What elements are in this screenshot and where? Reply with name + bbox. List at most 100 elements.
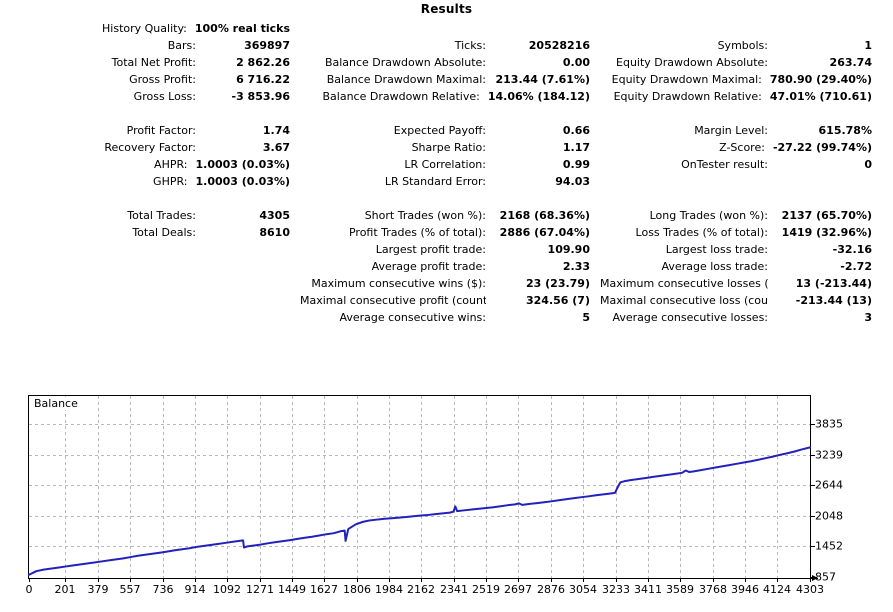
stat-label: Ticks:: [454, 39, 486, 52]
stat-item: Total Trades: 4305: [0, 207, 300, 224]
stat-value: 100% real ticks: [194, 22, 290, 35]
stat-label: Bars:: [167, 39, 196, 52]
stat-item: Profit Factor: 1.74: [0, 122, 300, 139]
x-axis-tick-mark: [745, 578, 746, 582]
stat-value: 2886 (67.04%): [499, 226, 590, 239]
stat-item-empty: [0, 275, 300, 292]
stat-row: Bars: 369897 Ticks: 20528216 Symbols: 1: [0, 37, 893, 54]
stat-label: Symbols:: [717, 39, 768, 52]
stat-value: 23 (23.79): [526, 277, 590, 290]
stat-item: Equity Drawdown Relative: 47.01% (710.61): [600, 88, 893, 105]
x-axis-tick-mark: [583, 578, 584, 582]
chart-x-axis: 0 201 379 557 736 914 1092 1271 1449 1627 1806 1984…: [25, 575, 824, 608]
stat-label: Average consecutive losses:: [612, 311, 768, 324]
stat-value: -27.22 (99.74%): [772, 141, 872, 154]
chart-legend-label: Balance: [32, 397, 80, 410]
x-axis-tick-mark: [454, 578, 455, 582]
x-axis-tick-label: 4303: [796, 583, 824, 596]
stat-label: Margin Level:: [694, 124, 768, 137]
stat-label: Average loss trade:: [661, 260, 768, 273]
stat-label: Maximum consecutive wins ($):: [311, 277, 486, 290]
stat-label: Profit Factor:: [126, 124, 196, 137]
stat-row: Gross Loss: -3 853.96 Balance Drawdown Rel…: [0, 88, 893, 105]
y-axis-tick-mark: [810, 424, 815, 425]
stat-row: Total Net Profit: 2 862.26 Balance Drawdow…: [0, 54, 893, 71]
stat-item: Margin Level: 615.78%: [600, 122, 893, 139]
stat-value: 213.44 (7.61%): [495, 73, 591, 86]
balance-chart[interactable]: Balance: [28, 395, 811, 579]
stat-value: 1419 (32.96%): [781, 226, 872, 239]
stat-value: 615.78%: [818, 124, 872, 137]
stat-label: GHPR:: [153, 175, 188, 188]
stat-value: 263.74: [829, 56, 872, 69]
x-axis-tick-mark: [518, 578, 519, 582]
stat-row: Total Trades: 4305 Short Trades (won %): 21…: [0, 207, 893, 224]
stat-item: Sharpe Ratio: 1.17: [300, 139, 600, 156]
stat-label: Expected Payoff:: [393, 124, 486, 137]
stat-item: GHPR: 1.0003 (0.03%): [0, 173, 300, 190]
x-axis-tick-label: 1806: [343, 583, 371, 596]
stat-item: Largest loss trade: -32.16: [600, 241, 893, 258]
stat-value: 13 (-213.44): [795, 277, 872, 290]
x-axis-tick-mark: [163, 578, 164, 582]
stat-label: Equity Drawdown Maximal:: [611, 73, 762, 86]
stat-value: 2.33: [562, 260, 590, 273]
stat-block: Total Trades: 4305 Short Trades (won %): 21…: [0, 207, 893, 326]
x-axis-tick-mark: [486, 578, 487, 582]
x-axis-tick-label: 2876: [537, 583, 565, 596]
stat-value: 1: [864, 39, 872, 52]
stat-label: Balance Drawdown Absolute:: [324, 56, 486, 69]
stat-block-spacer: [0, 190, 893, 207]
stat-item-empty: [300, 20, 600, 37]
stat-item-empty: [0, 292, 300, 309]
stat-block: Profit Factor: 1.74 Expected Payoff: 0.66 Ma…: [0, 122, 893, 190]
stat-item: Profit Trades (% of total): 2886 (67.04%): [300, 224, 600, 241]
stat-item-empty: [0, 258, 300, 275]
stat-item: Equity Drawdown Absolute: 263.74: [600, 54, 893, 71]
stat-value: 324.56 (7): [526, 294, 590, 307]
stat-row: Total Deals: 8610 Profit Trades (% of tota…: [0, 224, 893, 241]
stat-item: Balance Drawdown Maximal: 213.44 (7.61%): [300, 71, 600, 88]
stat-item: Long Trades (won %): 2137 (65.70%): [600, 207, 893, 224]
x-axis-tick-mark: [551, 578, 552, 582]
stat-item: Symbols: 1: [600, 37, 893, 54]
stat-value: 1.17: [562, 141, 590, 154]
stat-item: Expected Payoff: 0.66: [300, 122, 600, 139]
stat-item: Recovery Factor: 3.67: [0, 139, 300, 156]
stat-label: LR Standard Error:: [384, 175, 486, 188]
stat-value: 14.06% (184.12): [487, 90, 590, 103]
x-axis-tick-mark: [680, 578, 681, 582]
x-axis-tick-mark: [195, 578, 196, 582]
x-axis-tick-label: 1627: [310, 583, 338, 596]
stat-block: History Quality: 100% real ticks Bars: 3698…: [0, 20, 893, 105]
x-axis-tick-label: 0: [25, 583, 33, 596]
stat-label: Maximal consecutive profit (count):: [300, 294, 486, 307]
stat-item-empty: [0, 241, 300, 258]
stat-item: Maximal consecutive profit (count): 324.5…: [300, 292, 600, 309]
stat-row: Maximum consecutive wins ($): 23 (23.79) M…: [0, 275, 893, 292]
x-axis-tick-mark: [648, 578, 649, 582]
stat-label: Recovery Factor:: [104, 141, 196, 154]
stat-item: OnTester result: 0: [600, 156, 893, 173]
stat-item: Ticks: 20528216: [300, 37, 600, 54]
x-axis-tick-label: 1092: [213, 583, 241, 596]
x-axis-tick-label: 3054: [569, 583, 597, 596]
stat-item: Bars: 369897: [0, 37, 300, 54]
x-axis-tick-mark: [713, 578, 714, 582]
x-axis-tick-mark: [357, 578, 358, 582]
stat-value: 0.99: [562, 158, 590, 171]
x-axis-tick-label: 4124: [763, 583, 791, 596]
stat-item: History Quality: 100% real ticks: [0, 20, 300, 37]
stat-item: Balance Drawdown Absolute: 0.00: [300, 54, 600, 71]
y-axis-tick-mark: [810, 485, 815, 487]
stat-value: 1.0003 (0.03%): [195, 158, 291, 171]
stat-label: Gross Profit:: [129, 73, 196, 86]
x-axis-tick-label: 914: [184, 583, 206, 596]
stat-label: Balance Drawdown Relative:: [322, 90, 480, 103]
stat-item: LR Standard Error: 94.03: [300, 173, 600, 190]
x-axis-arrow-icon: [812, 575, 818, 581]
x-axis-tick-mark: [227, 578, 228, 582]
stat-row: Profit Factor: 1.74 Expected Payoff: 0.66 Ma…: [0, 122, 893, 139]
stat-row: Average profit trade: 2.33 Average loss tr…: [0, 258, 893, 275]
stat-value: 3.67: [262, 141, 290, 154]
